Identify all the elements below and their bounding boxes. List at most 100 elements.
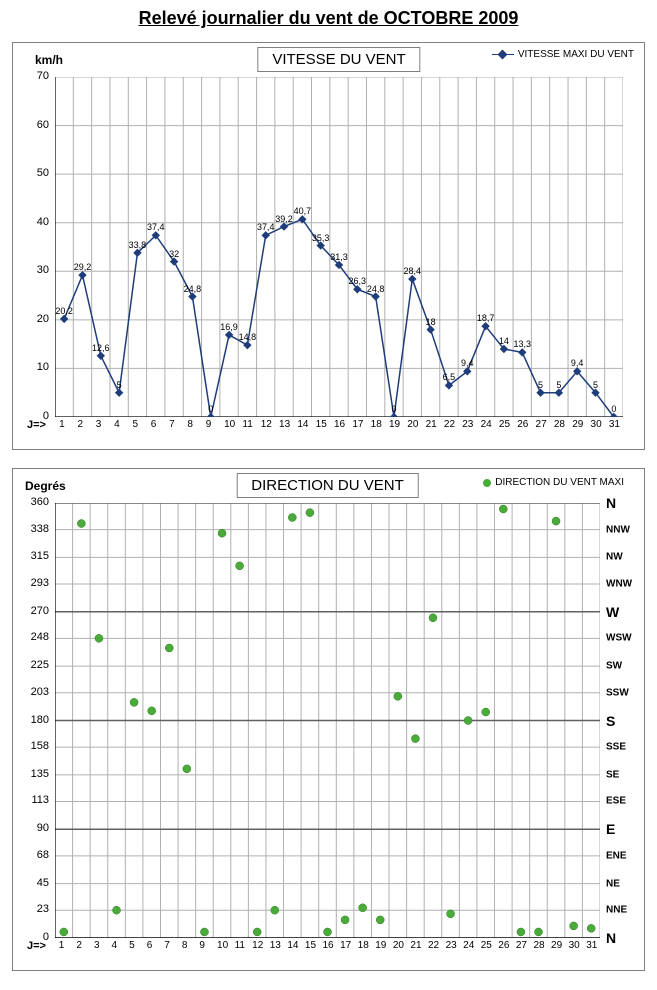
x-tick-label: 7 <box>164 940 170 951</box>
x-tick-label: 28 <box>533 940 544 951</box>
x-tick-label: 4 <box>112 940 118 951</box>
speed-value-label: 39,2 <box>275 214 293 224</box>
speed-marker <box>97 352 104 359</box>
y-tick-label: 20 <box>37 313 49 325</box>
y-tick-label: 338 <box>31 523 49 535</box>
y-tick-label: 45 <box>37 877 49 889</box>
y-tick-label: 248 <box>31 631 49 643</box>
x-tick-label: 4 <box>114 419 120 430</box>
direction-marker <box>306 509 314 517</box>
speed-marker <box>427 326 434 333</box>
y-tick-label: 293 <box>31 577 49 589</box>
speed-value-label: 0 <box>391 404 396 414</box>
compass-label: N <box>606 495 616 511</box>
y-tick-label: 135 <box>31 768 49 780</box>
speed-value-label: 26,3 <box>349 276 367 286</box>
direction-marker <box>324 928 332 936</box>
compass-label: NNE <box>606 905 627 916</box>
y-tick-label: 158 <box>31 740 49 752</box>
direction-marker <box>60 928 68 936</box>
speed-marker <box>207 414 214 418</box>
speed-value-label: 37,4 <box>257 222 275 232</box>
x-tick-label: 22 <box>444 419 455 430</box>
y-tick-label: 180 <box>31 714 49 726</box>
x-tick-label: 27 <box>536 419 547 430</box>
x-tick-label: 22 <box>428 940 439 951</box>
compass-label: ENE <box>606 850 627 861</box>
x-tick-label: 20 <box>407 419 418 430</box>
direction-marker <box>411 735 419 743</box>
x-tick-label: 21 <box>426 419 437 430</box>
x-tick-label: 8 <box>187 419 193 430</box>
x-tick-label: 10 <box>224 419 235 430</box>
direction-marker <box>165 644 173 652</box>
speed-marker <box>116 389 123 396</box>
x-axis-marker: J=> <box>27 419 46 431</box>
x-tick-label: 15 <box>316 419 327 430</box>
y-tick-label: 50 <box>37 167 49 179</box>
x-tick-label: 5 <box>132 419 138 430</box>
speed-marker <box>262 232 269 239</box>
speed-legend-label: VITESSE MAXI DU VENT <box>518 49 634 60</box>
speed-marker <box>409 276 416 283</box>
direction-marker <box>77 520 85 528</box>
speed-marker <box>226 331 233 338</box>
speed-value-label: 18 <box>426 317 436 327</box>
x-tick-label: 7 <box>169 419 175 430</box>
speed-value-label: 35,3 <box>312 233 330 243</box>
direction-marker <box>499 505 507 513</box>
x-tick-label: 3 <box>94 940 100 951</box>
speed-value-label: 14 <box>499 336 509 346</box>
speed-value-label: 28,4 <box>404 266 422 276</box>
x-tick-label: 21 <box>410 940 421 951</box>
x-tick-label: 25 <box>481 940 492 951</box>
compass-label: E <box>606 821 615 837</box>
x-tick-label: 19 <box>375 940 386 951</box>
speed-marker <box>61 315 68 322</box>
direction-plot-area <box>55 503 600 938</box>
speed-value-label: 0 <box>208 404 213 414</box>
compass-label: S <box>606 713 615 729</box>
speed-value-label: 31,3 <box>330 252 348 262</box>
x-tick-label: 11 <box>242 419 252 430</box>
speed-value-label: 24,8 <box>367 284 385 294</box>
direction-marker <box>552 517 560 525</box>
x-tick-label: 24 <box>481 419 492 430</box>
compass-label: WNW <box>606 578 632 589</box>
direction-marker <box>288 514 296 522</box>
speed-value-label: 12,6 <box>92 343 110 353</box>
speed-value-label: 6,5 <box>443 372 456 382</box>
speed-marker <box>281 223 288 230</box>
page: Relevé journalier du vent de OCTOBRE 200… <box>0 0 657 990</box>
x-tick-label: 29 <box>572 419 583 430</box>
y-tick-label: 203 <box>31 686 49 698</box>
speed-marker <box>189 293 196 300</box>
compass-label: NE <box>606 878 620 889</box>
direction-marker <box>534 928 542 936</box>
speed-value-label: 5 <box>117 380 122 390</box>
x-tick-label: 6 <box>151 419 157 430</box>
direction-marker <box>183 765 191 773</box>
speed-value-label: 9,4 <box>571 358 584 368</box>
speed-marker <box>79 272 86 279</box>
x-tick-label: 27 <box>516 940 527 951</box>
speed-value-label: 5 <box>593 380 598 390</box>
direction-marker <box>570 922 578 930</box>
y-tick-label: 90 <box>37 822 49 834</box>
direction-marker <box>253 928 261 936</box>
direction-marker <box>394 692 402 700</box>
x-tick-label: 16 <box>334 419 345 430</box>
speed-value-label: 5 <box>538 380 543 390</box>
x-tick-label: 26 <box>517 419 528 430</box>
direction-marker <box>587 924 595 932</box>
x-tick-label: 17 <box>340 940 351 951</box>
y-tick-label: 40 <box>37 216 49 228</box>
compass-label: NNW <box>606 524 630 535</box>
x-tick-label: 18 <box>371 419 382 430</box>
x-tick-label: 1 <box>59 940 65 951</box>
y-tick-label: 315 <box>31 550 49 562</box>
direction-legend-label: DIRECTION DU VENT MAXI <box>495 477 624 488</box>
x-tick-label: 14 <box>297 419 308 430</box>
x-tick-label: 9 <box>199 940 205 951</box>
x-tick-label: 17 <box>352 419 363 430</box>
